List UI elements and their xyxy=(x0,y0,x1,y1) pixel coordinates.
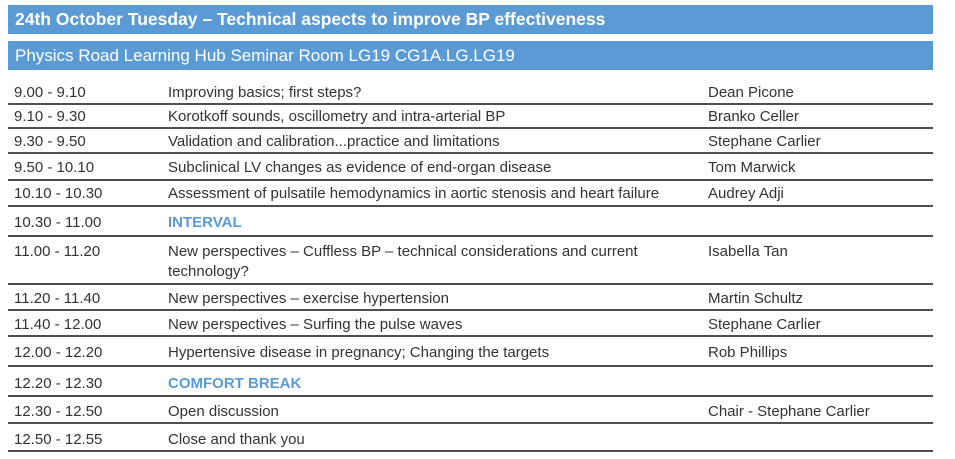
venue-text: Physics Road Learning Hub Seminar Room L… xyxy=(15,45,515,65)
schedule-row: 11.40 - 12.00 New perspectives – Surfing… xyxy=(8,311,933,337)
session-cell: New perspectives – Cuffless BP – technic… xyxy=(168,243,638,280)
schedule-table: 9.00 - 9.10 Improving basics; first step… xyxy=(8,83,933,452)
schedule-row: 12.50 - 12.55 Close and thank you xyxy=(8,424,933,452)
session-cell: New perspectives – Surfing the pulse wav… xyxy=(168,316,463,333)
day-title-bar: 24th October Tuesday – Technical aspects… xyxy=(8,5,933,34)
session-cell: COMFORT BREAK xyxy=(168,375,302,392)
time-cell: 10.10 - 10.30 xyxy=(14,185,103,202)
session-cell: INTERVAL xyxy=(168,214,242,231)
speaker-cell: Stephane Carlier xyxy=(708,316,821,333)
schedule-row: 9.30 - 9.50 Validation and calibration..… xyxy=(8,129,933,154)
speaker-cell: Dean Picone xyxy=(708,84,794,101)
time-cell: 12.30 - 12.50 xyxy=(14,403,103,420)
time-cell: 12.50 - 12.55 xyxy=(14,431,103,448)
time-cell: 10.30 - 11.00 xyxy=(14,214,102,231)
schedule-row: 12.00 - 12.20 Hypertensive disease in pr… xyxy=(8,337,933,367)
time-cell: 11.40 - 12.00 xyxy=(14,316,102,333)
time-cell: 11.00 - 11.20 xyxy=(14,243,101,260)
time-cell: 9.00 - 9.10 xyxy=(14,84,86,101)
schedule-row: 10.10 - 10.30 Assessment of pulsatile he… xyxy=(8,181,933,207)
time-cell: 9.30 - 9.50 xyxy=(14,133,86,150)
schedule-row-interval: 10.30 - 11.00 INTERVAL xyxy=(8,207,933,237)
session-cell: Hypertensive disease in pregnancy; Chang… xyxy=(168,344,550,361)
schedule-row: 11.00 - 11.20 New perspectives – Cuffles… xyxy=(8,237,933,285)
session-cell: Close and thank you xyxy=(168,431,305,448)
time-cell: 12.00 - 12.20 xyxy=(14,344,103,361)
session-cell: Korotkoff sounds, oscillometry and intra… xyxy=(168,108,506,125)
speaker-cell: Tom Marwick xyxy=(708,159,796,176)
speaker-cell: Branko Celler xyxy=(708,108,799,125)
time-cell: 9.50 - 10.10 xyxy=(14,159,95,176)
day-title-text: 24th October Tuesday – Technical aspects… xyxy=(15,9,606,29)
speaker-cell: Stephane Carlier xyxy=(708,133,821,150)
time-cell: 11.20 - 11.40 xyxy=(14,290,101,307)
schedule-row-comfort-break: 12.20 - 12.30 COMFORT BREAK xyxy=(8,367,933,397)
speaker-cell: Martin Schultz xyxy=(708,290,804,307)
schedule-row: 9.50 - 10.10 Subclinical LV changes as e… xyxy=(8,154,933,181)
speaker-cell: Rob Phillips xyxy=(708,344,788,361)
schedule-row: 9.10 - 9.30 Korotkoff sounds, oscillomet… xyxy=(8,105,933,129)
speaker-cell: Isabella Tan xyxy=(708,243,788,260)
venue-bar: Physics Road Learning Hub Seminar Room L… xyxy=(8,41,933,70)
session-cell: Validation and calibration...practice an… xyxy=(168,133,500,150)
time-cell: 12.20 - 12.30 xyxy=(14,375,103,392)
speaker-cell: Audrey Adji xyxy=(708,185,784,202)
speaker-cell: Chair - Stephane Carlier xyxy=(708,403,870,420)
session-cell: Open discussion xyxy=(168,403,279,420)
session-cell: Improving basics; first steps? xyxy=(168,84,362,101)
time-cell: 9.10 - 9.30 xyxy=(14,108,86,125)
schedule-row: 9.00 - 9.10 Improving basics; first step… xyxy=(8,83,933,105)
session-cell: New perspectives – exercise hypertension xyxy=(168,290,449,307)
session-cell: Subclinical LV changes as evidence of en… xyxy=(168,159,552,176)
schedule-row: 11.20 - 11.40 New perspectives – exercis… xyxy=(8,285,933,311)
session-cell: Assessment of pulsatile hemodynamics in … xyxy=(168,185,660,202)
schedule-row: 12.30 - 12.50 Open discussion Chair - St… xyxy=(8,397,933,424)
